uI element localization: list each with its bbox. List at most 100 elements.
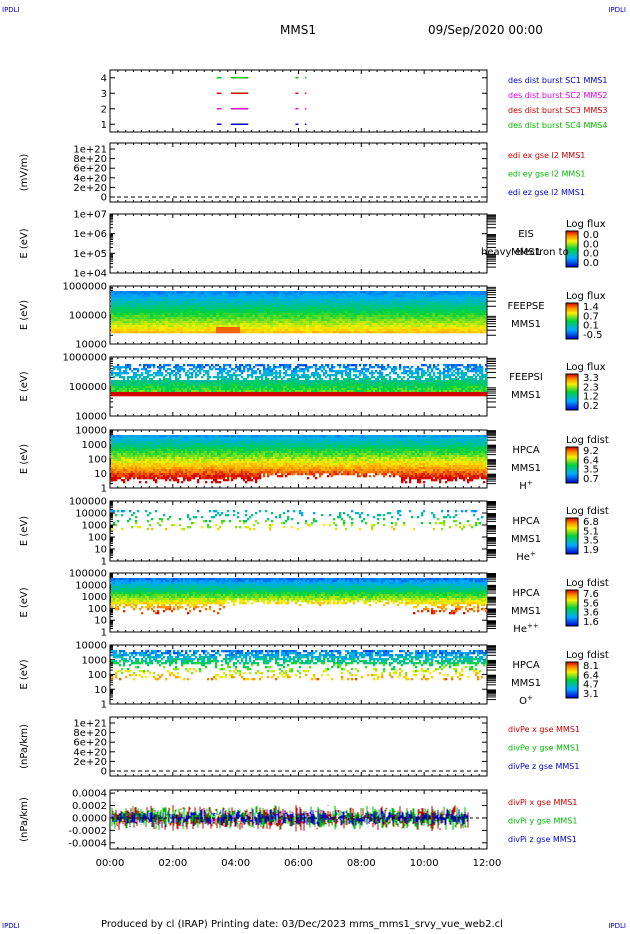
spacecraft-label-feepse: MMS1 [511, 319, 541, 330]
heatmap-cells-hpca_h [111, 435, 488, 484]
y-tick-label-hpca_o-0: 10000 [75, 641, 107, 652]
y-axis-label-hpca_hepp: E (eV) [19, 587, 30, 617]
spacecraft-label-eis: MMS1 [511, 247, 541, 258]
y-tick-label-hpca_hepp-3: 100 [88, 604, 107, 615]
instrument-label-eis: EIS [518, 229, 534, 240]
panel-frame-divpe [109, 716, 488, 777]
colorbar-tick-eis-2: 0.0 [583, 249, 599, 260]
y-tick-label-divpi-2: 0.0000 [72, 813, 107, 824]
species-charge-hpca_o: + [527, 694, 533, 702]
species-label-hpca_he: He+ [516, 550, 536, 563]
panel-frame-hpca_he [109, 500, 488, 562]
y-tick-label-hpca_hepp-0: 100000 [69, 569, 107, 580]
x-tick-label-6: 12:00 [473, 858, 502, 869]
y-tick-label-hpca_hepp-4: 10 [94, 616, 107, 627]
instrument-label-hpca_he: HPCA [512, 516, 540, 527]
y-tick-label-divpi-3: -0.0002 [68, 826, 107, 837]
corner-label-top-left: IPDLI [2, 6, 20, 14]
x-tick-label-1: 02:00 [158, 858, 187, 869]
heatmap-cells-hpca_hepp [111, 578, 488, 615]
spacecraft-label-hpca_o: MMS1 [511, 678, 541, 689]
overlay-label-eis: heavy electron to [481, 247, 569, 258]
legend-divpi-2: divPi z gse MMS1 [508, 835, 577, 844]
y-tick-label-feepsi-0: 1000000 [62, 353, 107, 364]
instrument-label-feepse: FEEPSE [507, 301, 544, 312]
y-tick-label-burst-0: 1 [101, 120, 107, 131]
y-tick-label-hpca_h-2: 100 [88, 455, 107, 466]
legend-edi-2: edi ez gse l2 MMS1 [508, 188, 585, 197]
species-charge-hpca_hepp: ++ [527, 622, 539, 630]
y-axis-label-hpca_o: E (eV) [19, 659, 30, 689]
y-tick-label-hpca_he-2: 1000 [82, 521, 107, 532]
y-tick-label-feepsi-1: 100000 [69, 382, 107, 393]
colorbar-tick-hpca_he-0: 6.8 [583, 517, 599, 528]
legend-edi-0: edi ex gse l2 MMS1 [508, 151, 585, 160]
y-tick-label-hpca_h-4: 1 [101, 484, 107, 495]
legend-divpe-0: divPe x gse MMS1 [508, 725, 580, 734]
y-tick-label-hpca_he-4: 10 [94, 545, 107, 556]
x-tick-label-2: 04:00 [221, 858, 250, 869]
legend-divpe-1: divPe y gse MMS1 [508, 744, 580, 753]
plot-area: 1 2 3 4 des dist burst SC1 MMS1 des dist burs… [19, 69, 609, 869]
colorbar-tick-feepsi-0: 3.3 [583, 373, 599, 384]
colorbar-feepsi [565, 373, 579, 411]
y-tick-label-hpca_o-4: 1 [101, 700, 107, 711]
y-tick-label-edi-1: 8e+20 [73, 154, 107, 165]
species-label-hpca_h: H+ [519, 479, 533, 492]
y-tick-label-edi-2: 6e+20 [73, 164, 107, 175]
y-axis-label-hpca_h: E (eV) [19, 444, 30, 474]
colorbar-title-eis: Log flux [566, 219, 606, 230]
y-axis-label-eis: E (eV) [19, 228, 30, 258]
spacecraft-label-hpca_he: MMS1 [511, 534, 541, 545]
y-tick-label-hpca_he-1: 10000 [75, 509, 107, 520]
y-tick-label-divpi-1: 0.0002 [72, 801, 107, 812]
y-tick-label-burst-3: 4 [101, 73, 107, 84]
colorbar-tick-hpca_h-3: 0.7 [583, 474, 599, 485]
y-axis-label-feepse: E (eV) [19, 300, 30, 330]
instrument-label-hpca_o: HPCA [512, 660, 540, 671]
legend-divpi-0: divPi x gse MMS1 [508, 798, 577, 807]
y-tick-label-eis-1: 1e+06 [73, 229, 107, 240]
corner-label-bottom-left: IPDLI [2, 922, 20, 930]
y-tick-label-hpca_hepp-1: 10000 [75, 580, 107, 591]
colorbar-tick-hpca_he-1: 5.1 [583, 526, 599, 537]
colorbar-hpca_hepp [565, 589, 579, 627]
colorbar-title-feepsi: Log flux [566, 362, 606, 373]
colorbar-tick-hpca_hepp-2: 3.6 [583, 608, 599, 619]
y-axis-label-edi: (mV/m) [19, 154, 30, 192]
colorbar-tick-feepsi-1: 2.3 [583, 382, 599, 393]
heatmap-cells-hpca_o [111, 650, 488, 681]
y-tick-label-divpi-0: 0.0004 [72, 789, 107, 800]
colorbar-tick-feepsi-2: 1.2 [583, 392, 599, 403]
y-tick-label-hpca_hepp-5: 1 [101, 628, 107, 639]
colorbar-tick-hpca_he-2: 3.5 [583, 536, 599, 547]
colorbar-title-hpca_o: Log fdist [566, 650, 609, 661]
colorbar-tick-hpca_h-0: 9.2 [583, 446, 599, 457]
y-tick-label-burst-2: 3 [101, 89, 107, 100]
y-tick-label-edi-0: 1e+21 [73, 145, 107, 156]
species-charge-hpca_h: + [527, 479, 533, 487]
colorbar-eis [565, 230, 579, 268]
colorbar-tick-hpca_he-3: 1.9 [583, 545, 599, 556]
colorbar-tick-feepse-3: -0.5 [583, 330, 603, 341]
y-tick-label-hpca_he-3: 100 [88, 533, 107, 544]
colorbar-tick-hpca_hepp-0: 7.6 [583, 589, 599, 600]
colorbar-tick-eis-0: 0.0 [583, 230, 599, 241]
panel-frame-burst [109, 69, 488, 133]
colorbar-title-hpca_he: Log fdist [566, 506, 609, 517]
y-tick-label-divpi-4: -0.0004 [68, 838, 107, 849]
colorbar-tick-hpca_o-3: 3.1 [583, 689, 599, 700]
colorbar-tick-eis-3: 0.0 [583, 258, 599, 269]
y-tick-label-feepse-1: 100000 [69, 311, 107, 322]
colorbar-hpca_o [565, 661, 579, 699]
heatmap-cells-feepsi [111, 364, 488, 397]
x-tick-label-3: 06:00 [284, 858, 313, 869]
colorbar-tick-feepsi-3: 0.2 [583, 401, 599, 412]
legend-divpi-1: divPi y gse MMS1 [508, 817, 577, 826]
colorbar-tick-hpca_hepp-3: 1.6 [583, 617, 599, 628]
y-tick-label-hpca_o-2: 100 [88, 670, 107, 681]
colorbar-hpca_he [565, 517, 579, 555]
colorbar-tick-feepse-1: 0.7 [583, 311, 599, 322]
y-tick-label-edi-4: 2e+20 [73, 183, 107, 194]
y-axis-label-divpe: (nPa/km) [19, 724, 30, 769]
